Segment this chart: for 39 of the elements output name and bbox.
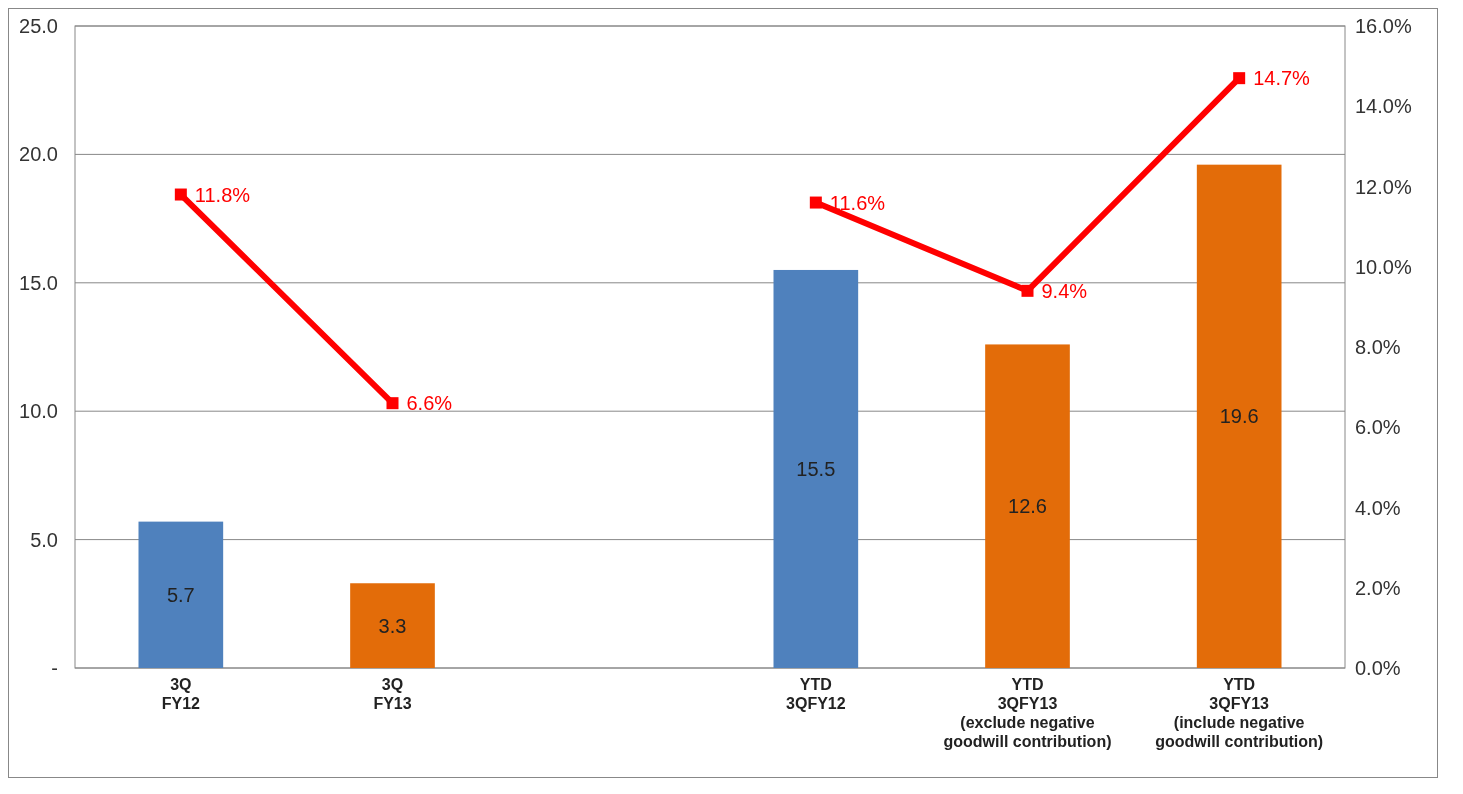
y2-tick-label: 6.0% — [1355, 416, 1401, 439]
x-tick-label: YTD 3QFY13 (include negative goodwill contribution) — [1155, 676, 1324, 750]
y2-tick-label: 8.0% — [1355, 336, 1401, 358]
bar — [985, 344, 1070, 668]
y-tick-label: 5.0 — [30, 528, 58, 551]
y2-tick-label: 14.0% — [1355, 95, 1412, 118]
data-label: 5.7 — [166, 583, 195, 606]
y2-tick-label: 16.0% — [1355, 15, 1412, 37]
y2-tick-label: 4.0% — [1355, 496, 1401, 519]
y2-tick-label: 2.0% — [1355, 576, 1401, 599]
y-tick-label: 20.0 — [19, 143, 58, 166]
point — [809, 196, 822, 209]
data-label: 15.5 — [796, 457, 836, 480]
y2-tick-label: 10.0% — [1355, 255, 1412, 278]
data-label: 6.6% — [406, 392, 453, 415]
data-label: 9.4% — [1041, 279, 1088, 302]
bar — [1196, 164, 1282, 668]
x-tick-label: 3Q FY13 — [373, 676, 412, 712]
point — [174, 188, 187, 201]
point — [386, 397, 399, 410]
x-tick-label: YTD 3QFY13 (exclude negative goodwill contribution) — [943, 676, 1112, 750]
data-label: 12.6 — [1008, 495, 1047, 518]
bar — [773, 269, 859, 668]
data-label: 3.3 — [378, 614, 407, 637]
y2-tick-label: 12.0% — [1355, 175, 1412, 198]
point — [1233, 72, 1246, 85]
bar — [138, 521, 224, 668]
data-label: 11.8% — [194, 183, 251, 206]
y-tick-label: - — [51, 657, 58, 679]
data-label: 14.7% — [1253, 67, 1311, 90]
data-label: 19.6 — [1219, 405, 1259, 428]
x-tick-label: YTD 3QFY12 — [786, 676, 846, 712]
bar — [350, 583, 435, 668]
point — [1021, 284, 1034, 297]
y-tick-label: 15.0 — [19, 271, 58, 294]
y-tick-label: 10.0 — [19, 400, 58, 423]
y2-tick-label: 0.0% — [1355, 657, 1401, 679]
y-tick-label: 25.0 — [19, 15, 58, 37]
x-tick-label: 3Q FY12 — [161, 676, 201, 712]
